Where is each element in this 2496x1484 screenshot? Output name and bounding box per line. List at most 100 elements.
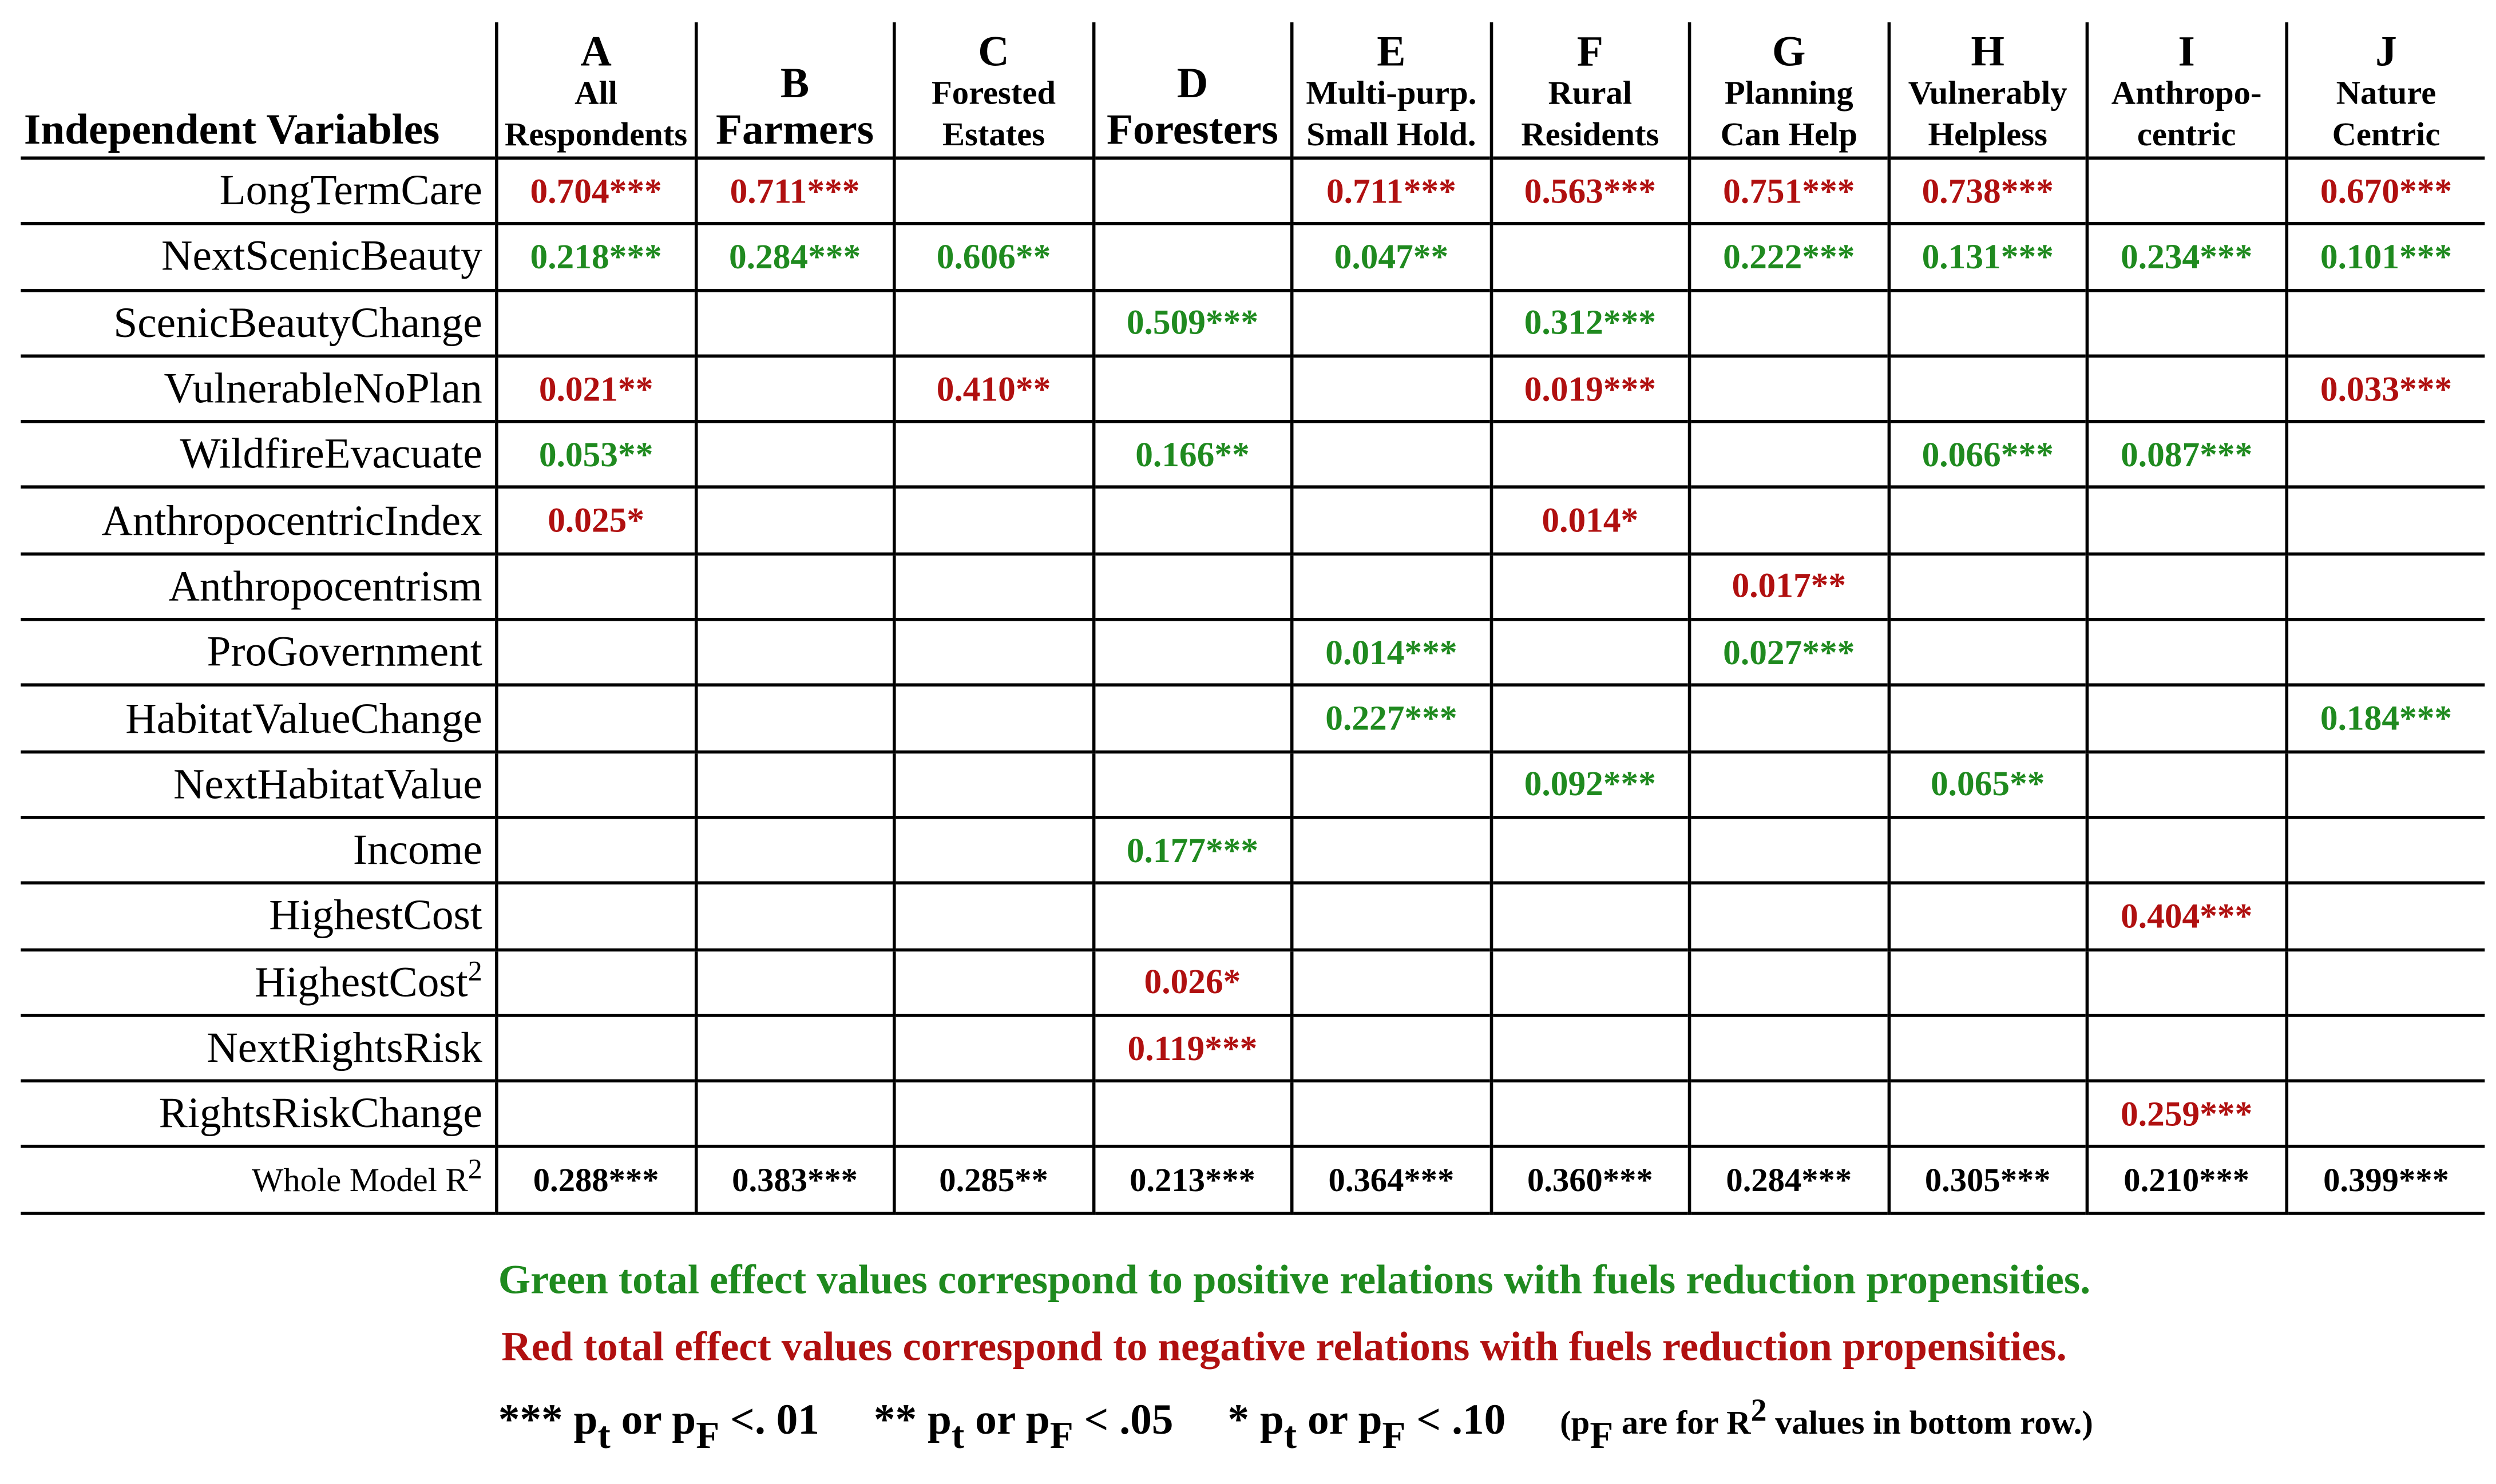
column-header-h: H Vulnerably Helpless: [1887, 22, 2087, 158]
table-cell: [694, 289, 894, 356]
table-cell: [694, 487, 894, 554]
table-cell: 0.014***: [1290, 620, 1491, 686]
column-label-line2: Estates: [942, 114, 1045, 153]
table-cell: [1489, 1081, 1690, 1147]
variable-label: ScenicBeautyChange: [113, 298, 482, 346]
table-cell: [2284, 620, 2485, 686]
table-cell: [1489, 620, 1690, 686]
column-label-line1: Rural: [1548, 73, 1633, 112]
variable-label: Whole Model R: [252, 1160, 468, 1199]
table-cell: [694, 751, 894, 818]
table-cell: [893, 883, 1094, 950]
note-end: values in bottom row.): [1766, 1403, 2093, 1442]
variable-label: HighestCost: [255, 957, 468, 1006]
sig-p: p: [573, 1395, 598, 1443]
table-cell: [1091, 751, 1292, 818]
table-cell: [495, 1081, 696, 1147]
column-header-e: E Multi-purp. Small Hold.: [1290, 22, 1491, 158]
column-header-g: G Planning Can Help: [1687, 22, 1889, 158]
sig-pf: p: [1358, 1395, 1382, 1443]
table-cell: [1687, 356, 1889, 422]
column-header-f: F Rural Residents: [1489, 22, 1690, 158]
sig-pf: p: [672, 1395, 696, 1443]
results-table: Independent Variables A All Respondents B Fa…: [21, 22, 2485, 1215]
table-cell: [2085, 1015, 2286, 1081]
table-cell: 0.184***: [2284, 685, 2485, 752]
column-label-line2: centric: [2137, 114, 2236, 153]
note-sub: F: [1590, 1416, 1614, 1458]
table-cell: [1091, 1081, 1292, 1147]
table-cell: [2085, 751, 2286, 818]
table-cell: [1887, 817, 2087, 883]
variable-name: HabitatValueChange: [21, 685, 497, 751]
header-row: Independent Variables A All Respondents B Fa…: [21, 22, 2485, 158]
table-cell: 0.259***: [2085, 1081, 2286, 1147]
table-cell: [2284, 883, 2485, 950]
column-label: Foresters: [1106, 105, 1278, 153]
column-header-b: B Farmers: [694, 22, 894, 158]
table-cell: 0.738***: [1887, 158, 2087, 224]
table-cell: [2284, 751, 2485, 818]
sig-stars: **: [873, 1395, 917, 1443]
table-row: RightsRiskChange 0.259***: [21, 1081, 2485, 1147]
variable-name: AnthropocentricIndex: [21, 488, 497, 554]
table-cell: [1687, 422, 1889, 488]
table-row: HighestCost2 0.026*: [21, 949, 2485, 1015]
table-cell: 0.087***: [2085, 422, 2286, 488]
table-cell: [2284, 487, 2485, 554]
table-row: ScenicBeautyChange 0.509*** 0.312***: [21, 289, 2485, 356]
note-open: (p: [1560, 1403, 1590, 1442]
column-label-line2: Small Hold.: [1306, 114, 1476, 153]
table-cell: [1887, 1081, 2087, 1147]
table-cell: 0.509***: [1091, 289, 1292, 356]
column-letter: I: [2178, 27, 2195, 76]
table-cell: [1887, 487, 2087, 554]
table-cell: [2284, 1081, 2485, 1147]
table-cell: [1489, 224, 1690, 290]
table-cell: [1887, 883, 2087, 950]
table-cell: 0.047**: [1290, 224, 1491, 290]
column-header-i: I Anthropo-centric: [2085, 22, 2286, 158]
table-cell: [495, 1015, 696, 1081]
variable-name: VulnerableNoPlan: [21, 356, 497, 422]
table-cell: [1290, 751, 1491, 818]
column-letter: E: [1377, 27, 1406, 76]
significance-item: * pt or pF < .10: [1227, 1395, 1505, 1456]
column-header-d: D Foresters: [1091, 22, 1292, 158]
table-cell: [495, 817, 696, 883]
table-cell: [2085, 685, 2286, 752]
column-letter: H: [1971, 27, 2005, 76]
table-cell: 0.563***: [1489, 158, 1690, 224]
table-cell: [893, 487, 1094, 554]
note-mid: are for R: [1613, 1403, 1751, 1442]
sig-or: or: [975, 1395, 1015, 1443]
column-letter: B: [780, 59, 810, 107]
table-cell: [694, 1081, 894, 1147]
table-cell: 0.218***: [495, 224, 696, 290]
table-cell: 0.019***: [1489, 356, 1690, 422]
variable-name: Anthropocentrism: [21, 554, 497, 620]
table-cell: [495, 751, 696, 818]
table-cell: [1687, 487, 1889, 554]
table-cell: [1290, 289, 1491, 356]
variable-name: HighestCost2: [21, 949, 497, 1015]
table-cell: 0.670***: [2284, 158, 2485, 224]
table-cell: 0.284***: [694, 224, 894, 290]
significance-item: ** pt or pF < .05: [873, 1395, 1174, 1456]
table-cell: [893, 620, 1094, 686]
table-cell: [1687, 751, 1889, 818]
variable-label: ProGovernment: [207, 628, 482, 676]
sig-f: F: [1049, 1416, 1073, 1458]
legend-positive: Green total effect values correspond to …: [498, 1256, 2091, 1303]
table-row: NextScenicBeauty 0.218*** 0.284*** 0.606** 0…: [21, 224, 2485, 290]
column-header-a: A All Respondents: [495, 22, 696, 158]
table-cell: [2085, 949, 2286, 1015]
sig-p: p: [928, 1395, 952, 1443]
variable-superscript: 2: [467, 1152, 482, 1184]
table-cell: 0.606**: [893, 224, 1094, 290]
column-letter: A: [580, 27, 612, 76]
table-cell: [694, 949, 894, 1015]
table-cell: [1687, 289, 1889, 356]
table-cell: [694, 422, 894, 488]
table-cell: [1091, 620, 1292, 686]
